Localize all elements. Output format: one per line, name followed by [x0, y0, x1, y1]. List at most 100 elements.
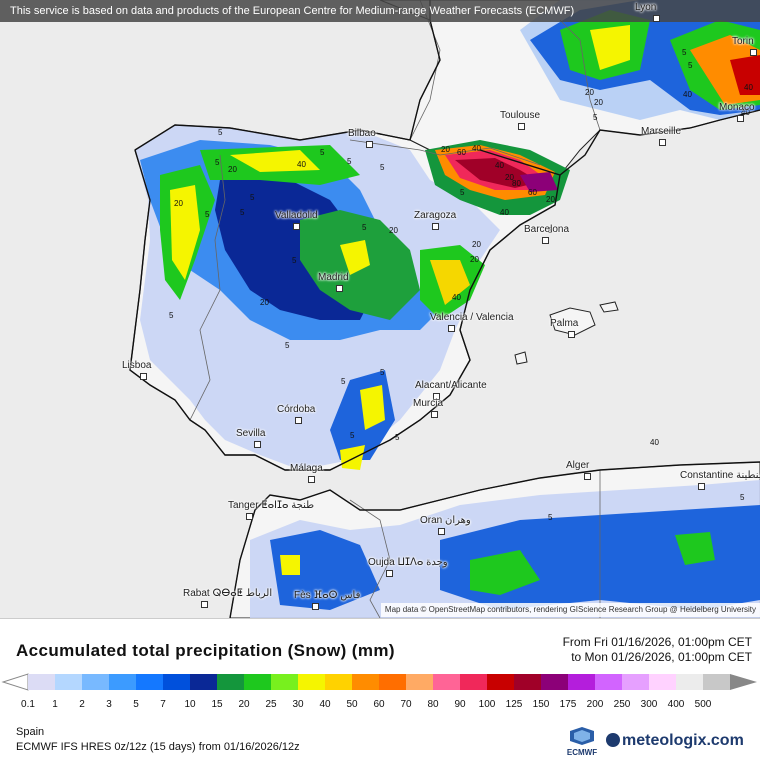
legend-title: Accumulated total precipitation (Snow) (…	[16, 641, 395, 660]
contour-label: 5	[593, 113, 598, 122]
city-marker-valladolid	[293, 223, 300, 230]
contour-label: 5	[688, 61, 693, 70]
scale-label: 125	[505, 699, 523, 710]
city-label-marseille: Marseille	[641, 126, 682, 137]
city-label-rabat: Rabat ⵕⴱⴰⵟ الرباط	[183, 588, 273, 599]
contour-label: 20	[228, 165, 237, 174]
city-marker-bilbao	[366, 141, 373, 148]
borders	[189, 0, 601, 618]
city-marker-zaragoza	[432, 223, 439, 230]
scale-swatch	[595, 674, 623, 690]
city-marker-rabat	[201, 601, 208, 608]
scale-swatch	[703, 674, 731, 690]
meteologix-logo[interactable]: meteologix.com	[606, 732, 744, 750]
scale-label: 400	[667, 699, 685, 710]
contour-label: 60	[528, 188, 537, 197]
city-marker-toulouse	[518, 123, 525, 130]
city-label-alger: Alger	[566, 460, 590, 471]
contour-label: 5	[240, 208, 245, 217]
ecmwf-logo-text: ECMWF	[567, 748, 597, 757]
precip-pyrenees-peak	[425, 140, 570, 215]
contour-label: 40	[650, 438, 659, 447]
scale-label: 90	[454, 699, 466, 710]
contour-label: 60	[457, 148, 466, 157]
ecmwf-logo[interactable]: ECMWF	[560, 727, 604, 757]
contour-label: 20	[470, 255, 479, 264]
contour-label: 5	[169, 311, 174, 320]
city-label-bilbao: Bilbao	[348, 128, 376, 139]
city-label-toulouse: Toulouse	[500, 110, 541, 121]
scale-swatch	[676, 674, 704, 690]
city-marker-palma	[568, 331, 575, 338]
city-label-constantine: Constantine قسنطينة	[680, 470, 760, 481]
city-label-malaga: Málaga	[290, 463, 323, 474]
city-label-monaco: Monaco	[719, 102, 755, 113]
scale-swatch	[217, 674, 245, 690]
city-marker-murcia	[431, 411, 438, 418]
contour-label: 20	[389, 226, 398, 235]
scale-label: 150	[532, 699, 550, 710]
scale-label: 300	[640, 699, 658, 710]
scale-swatch	[433, 674, 461, 690]
city-marker-alger	[584, 473, 591, 480]
city-marker-tanger	[246, 513, 253, 520]
city-label-fes: Fès ⴼⴰⵙ فاس	[294, 590, 361, 601]
map-attribution[interactable]: Map data © OpenStreetMap contributors, r…	[380, 603, 760, 617]
scale-label: 500	[694, 699, 712, 710]
contour-label: 40	[495, 161, 504, 170]
city-marker-cordoba	[295, 417, 302, 424]
city-label-tanger: Tanger ⵟⴰⵏⵊⴰ طنجة	[228, 500, 315, 511]
contour-label: 5	[218, 128, 223, 137]
precipitation-map[interactable]: 5 5 20 40 5 5 5 20 5 20 5 5 5 20 40 5 20 20 5 5 5 5 40 5 5 5 5 20 60…	[0, 0, 760, 618]
city-marker-alicante	[433, 393, 440, 400]
contour-label: 40	[500, 208, 509, 217]
contour-label: 5	[292, 256, 297, 265]
city-label-barcelona: Barcelona	[524, 224, 570, 235]
scale-label: 60	[373, 699, 385, 710]
city-label-madrid: Madrid	[318, 272, 349, 283]
scale-swatch	[406, 674, 434, 690]
scale-swatch	[190, 674, 218, 690]
city-marker-malaga	[308, 476, 315, 483]
region-label: Spain	[16, 726, 45, 738]
city-label-torino: Torin	[732, 36, 754, 47]
scale-label: 30	[292, 699, 304, 710]
contour-label: 40	[744, 83, 753, 92]
city-marker-valencia	[448, 325, 455, 332]
city-label-zaragoza: Zaragoza	[414, 210, 457, 221]
city-marker-Lyon	[653, 15, 660, 22]
contour-label: 20	[594, 98, 603, 107]
contour-label: 5	[215, 158, 220, 167]
city-marker-lisboa	[140, 373, 147, 380]
scale-swatch	[460, 674, 488, 690]
city-label-valencia: Valencia / Valencia	[430, 312, 514, 323]
scale-label: 7	[160, 699, 166, 710]
contour-label: 40	[297, 160, 306, 169]
scale-swatch	[244, 674, 272, 690]
contour-label: 20	[174, 199, 183, 208]
scale-label: 40	[319, 699, 331, 710]
scale-swatch	[55, 674, 83, 690]
contour-label: 5	[350, 431, 355, 440]
balearic-ibiza	[514, 351, 528, 365]
city-marker-sevilla	[254, 441, 261, 448]
contour-label: 5	[548, 513, 553, 522]
contour-label: 20	[260, 298, 269, 307]
scale-swatch	[622, 674, 650, 690]
legend-to-date: to Mon 01/26/2026, 01:00pm CET	[571, 650, 752, 664]
city-label-lisboa: Lisboa	[122, 360, 152, 371]
city-marker-torino	[750, 49, 757, 56]
legend-from-date: From Fri 01/16/2026, 01:00pm CET	[562, 635, 752, 649]
scale-swatch	[271, 674, 299, 690]
scale-label: 0.1	[21, 699, 35, 710]
scale-label: 175	[559, 699, 577, 710]
city-marker-madrid	[336, 285, 343, 292]
contour-label: 20	[546, 195, 555, 204]
contour-label: 5	[250, 193, 255, 202]
scale-label: 50	[346, 699, 358, 710]
scale-label: 25	[265, 699, 277, 710]
color-scale-bar	[1, 673, 757, 691]
scale-swatch	[487, 674, 515, 690]
contour-label: 80	[512, 179, 521, 188]
